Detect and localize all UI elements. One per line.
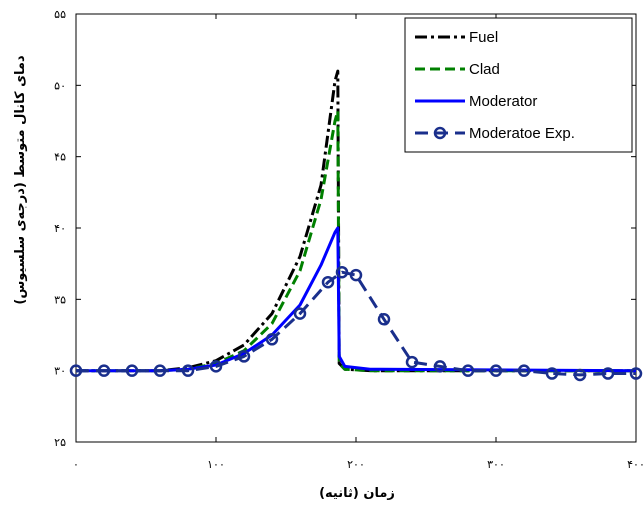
y-tick-label: ۴۰ (54, 222, 66, 235)
legend-marker (433, 126, 447, 140)
y-tick-label: ۲۵ (54, 436, 66, 449)
data-point-marker (293, 307, 307, 320)
data-point-marker (209, 360, 223, 373)
data-point-marker (153, 364, 167, 377)
y-tick-label: ۵۵ (54, 8, 66, 21)
x-tick-label: ۱۰۰ (207, 458, 225, 471)
data-point-marker (265, 333, 279, 346)
data-point-marker (601, 367, 615, 380)
y-tick-label: ۴۵ (54, 151, 66, 164)
data-point-marker (629, 367, 643, 380)
legend-entry-label: Moderator (469, 93, 537, 110)
data-point-marker (237, 350, 251, 363)
data-point-marker (181, 364, 195, 377)
series-layer (69, 69, 643, 382)
y-axis-label: دمای کانال متوسط (درجه‌ی سلسیوس) (13, 55, 28, 305)
data-point-marker (69, 364, 83, 377)
data-point-marker (517, 364, 531, 377)
data-point-marker (349, 268, 363, 282)
x-axis-ticks: ۰ ۱۰۰ ۲۰۰ ۳۰۰ ۴۰۰ (73, 14, 643, 471)
series-line-clad (76, 109, 636, 373)
y-tick-label: ۵۰ (54, 79, 66, 92)
legend-entry-label: Clad (469, 61, 500, 78)
data-point-marker (335, 265, 349, 279)
data-point-marker (125, 364, 139, 377)
x-tick-label: ۴۰۰ (627, 458, 643, 471)
data-point-marker (433, 360, 447, 373)
legend-entry-label: Moderatoe Exp. (469, 125, 575, 142)
series-line-moderator (76, 226, 637, 373)
data-point-marker (545, 367, 559, 380)
data-point-marker (321, 275, 335, 289)
x-tick-label: ۳۰۰ (487, 458, 505, 471)
data-point-marker (573, 368, 587, 382)
legend: Fuel Clad Moderator Moderatoe Exp. (404, 17, 633, 153)
data-point-marker (377, 313, 391, 326)
y-tick-label: ۳۵ (54, 293, 66, 306)
data-point-marker (461, 364, 475, 377)
legend-entry-label: Fuel (469, 29, 498, 46)
x-axis-label: زمان (ثانیه) (319, 486, 395, 501)
data-point-marker (489, 364, 503, 377)
data-point-marker (97, 364, 111, 377)
y-tick-label: ۳۰ (54, 365, 66, 378)
series-line-moderatoe-exp (76, 270, 636, 377)
x-tick-label: ۲۰۰ (347, 458, 365, 471)
data-point-marker (405, 355, 419, 369)
x-tick-label: ۰ (73, 458, 79, 471)
